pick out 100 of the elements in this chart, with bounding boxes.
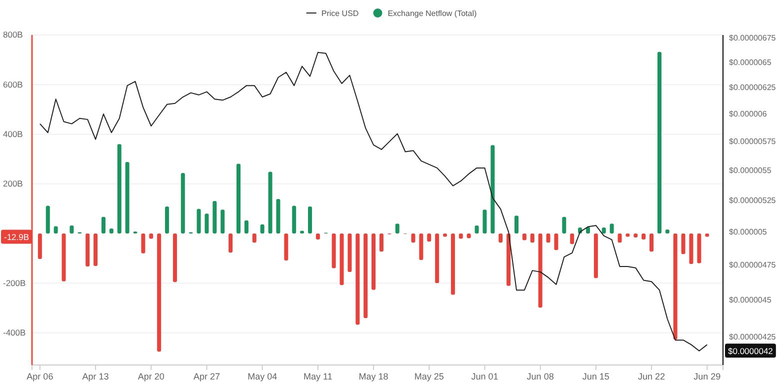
bar bbox=[70, 226, 74, 234]
bar bbox=[450, 233, 455, 295]
bar bbox=[204, 214, 209, 234]
text: $0.0000042 bbox=[728, 346, 774, 356]
bar bbox=[466, 233, 471, 238]
bar bbox=[109, 228, 114, 234]
y2-tick-label: $0.00000525 bbox=[729, 196, 776, 205]
bar bbox=[244, 220, 248, 234]
bar bbox=[514, 216, 518, 234]
bar bbox=[101, 216, 106, 234]
bar bbox=[570, 233, 574, 244]
x-tick-label: Jun 29 bbox=[694, 371, 721, 382]
bar bbox=[419, 233, 424, 260]
legend-label: Exchange Netflow (Total) bbox=[388, 9, 477, 18]
bar bbox=[157, 233, 162, 352]
x-tick-label: May 04 bbox=[248, 371, 278, 382]
bar bbox=[554, 233, 558, 250]
bar bbox=[276, 199, 280, 234]
y2-tick-label: $0.0000065 bbox=[729, 58, 772, 67]
bar bbox=[340, 233, 344, 286]
x-tick-label: Jun 22 bbox=[638, 371, 666, 382]
bar bbox=[332, 233, 336, 268]
bar bbox=[94, 233, 98, 266]
bar bbox=[482, 210, 487, 234]
x-tick-label: Apr 27 bbox=[193, 371, 220, 382]
bar bbox=[665, 230, 670, 234]
y2-tick-label: $0.0000055 bbox=[729, 166, 772, 175]
y-tick-label: 800B bbox=[3, 30, 24, 40]
bar bbox=[165, 206, 170, 234]
x-tick-label: Apr 06 bbox=[26, 371, 54, 382]
bar bbox=[395, 224, 400, 234]
bar bbox=[610, 224, 614, 234]
bar bbox=[196, 208, 201, 234]
bar bbox=[673, 233, 678, 340]
bar bbox=[657, 52, 662, 234]
bar bbox=[697, 233, 702, 264]
bar bbox=[650, 233, 654, 252]
y2-tick-label: $0.00000575 bbox=[729, 137, 776, 146]
bar bbox=[236, 164, 241, 234]
y2-tick-label: $0.000005 bbox=[729, 227, 768, 236]
y2-tick-label: $0.0000045 bbox=[729, 296, 772, 305]
x-tick-label: May 18 bbox=[358, 371, 388, 382]
bar bbox=[458, 233, 463, 239]
bar bbox=[356, 233, 360, 325]
y-tick-label: -200B bbox=[3, 278, 26, 288]
y-tick-label: -400B bbox=[3, 327, 26, 338]
bar bbox=[252, 233, 256, 243]
y2-tick-label: $0.00000675 bbox=[729, 33, 776, 42]
bar bbox=[474, 226, 479, 234]
bar bbox=[180, 172, 185, 234]
x-tick-label: Jun 15 bbox=[582, 371, 610, 382]
bar bbox=[54, 226, 58, 234]
bar bbox=[522, 233, 526, 240]
bar bbox=[38, 233, 42, 260]
bar bbox=[62, 233, 66, 282]
bar bbox=[260, 224, 264, 234]
bar bbox=[618, 233, 622, 243]
bar bbox=[538, 233, 542, 308]
bar bbox=[506, 233, 511, 286]
bar bbox=[46, 206, 50, 234]
line-series bbox=[39, 52, 708, 352]
bar bbox=[490, 145, 495, 234]
bar bbox=[268, 172, 272, 234]
bar bbox=[86, 233, 90, 266]
bar bbox=[435, 233, 440, 284]
bar bbox=[602, 228, 606, 234]
x-tick-label: May 25 bbox=[414, 371, 444, 382]
bar bbox=[427, 233, 432, 242]
text: -12.9B bbox=[4, 232, 30, 242]
y2-tick-label: $0.00000625 bbox=[729, 83, 776, 92]
bar bbox=[364, 233, 368, 318]
x-tick-label: Apr 13 bbox=[82, 371, 109, 382]
bar bbox=[308, 206, 312, 234]
bar bbox=[220, 210, 225, 234]
y-tick-label: 200B bbox=[3, 178, 24, 189]
bar bbox=[141, 233, 146, 254]
x-tick-label: Jun 01 bbox=[471, 371, 498, 382]
bar bbox=[348, 233, 352, 272]
bar bbox=[379, 233, 384, 252]
y-tick-label: 400B bbox=[3, 128, 24, 139]
x-tick-label: May 11 bbox=[304, 371, 332, 382]
bar bbox=[411, 233, 416, 243]
bar bbox=[292, 206, 296, 234]
bar bbox=[498, 233, 503, 243]
bar bbox=[546, 233, 550, 243]
bar bbox=[594, 233, 598, 278]
bar bbox=[530, 233, 534, 243]
bar bbox=[562, 216, 566, 234]
bar bbox=[125, 162, 130, 234]
bar bbox=[689, 233, 694, 264]
legend-label: Price USD bbox=[321, 9, 359, 18]
bar bbox=[212, 200, 217, 234]
y2-tick-label: $0.00000425 bbox=[729, 332, 776, 342]
bar bbox=[642, 233, 646, 240]
bar bbox=[681, 233, 686, 254]
bar bbox=[149, 233, 154, 239]
y2-tick-label: $0.00000475 bbox=[729, 260, 776, 270]
bar bbox=[228, 233, 233, 253]
x-tick-label: Jun 08 bbox=[526, 371, 554, 382]
y-tick-label: 600B bbox=[3, 79, 24, 90]
